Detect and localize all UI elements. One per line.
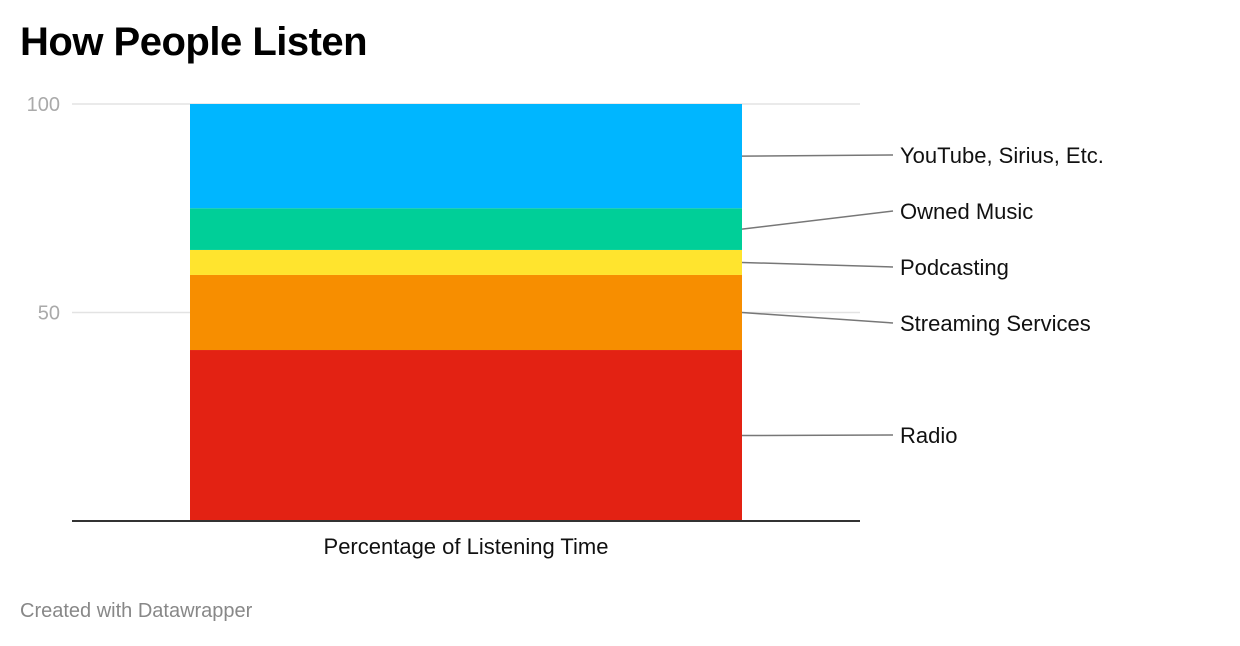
y-tick-label: 50 — [38, 303, 60, 325]
leader-line — [741, 261, 894, 268]
bar-segment — [190, 104, 742, 209]
bar-segment — [190, 350, 742, 521]
series-labels: Radio Streaming Services Podcasting Owned M… — [741, 143, 1104, 448]
series-label: YouTube, Sirius, Etc. — [900, 143, 1104, 168]
leader-line — [741, 154, 894, 157]
series-label: Podcasting — [900, 255, 1009, 280]
y-tick-label: 100 — [27, 94, 60, 116]
leader-line — [741, 210, 894, 230]
series-label: Owned Music — [900, 199, 1033, 224]
credit-text: Created with Datawrapper — [20, 600, 253, 622]
y-axis-ticks: 50 100 — [27, 94, 60, 325]
stacked-bar-chart: 50 100 Radio Streaming Services Podcasting O… — [27, 94, 1104, 559]
leader-line — [741, 434, 894, 437]
bar-segments — [190, 104, 742, 521]
series-label: Radio — [900, 423, 957, 448]
bar-segment — [190, 208, 742, 250]
bar-segment — [190, 274, 742, 351]
chart-title: How People Listen — [20, 20, 368, 64]
leader-line — [741, 311, 894, 324]
series-label: Streaming Services — [900, 311, 1091, 336]
x-axis-category-label: Percentage of Listening Time — [324, 534, 609, 559]
bar-segment — [190, 249, 742, 275]
